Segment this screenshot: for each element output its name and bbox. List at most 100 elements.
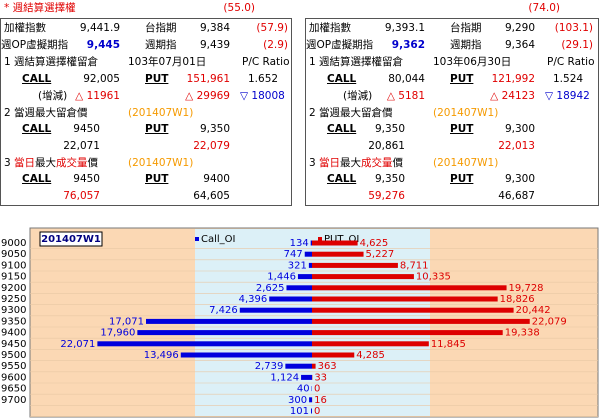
- fut-value: 9,290: [504, 22, 535, 34]
- fut-value: 9,384: [199, 22, 230, 34]
- bar: [180, 352, 312, 358]
- y-tick-label: 9100: [1, 260, 26, 271]
- s2-put-oi: 22,013: [498, 140, 535, 152]
- chg-label: (增減): [38, 90, 68, 102]
- s2-put-label: PUT: [145, 123, 169, 135]
- title-part: 價: [392, 157, 404, 169]
- put-chg: △ 24123: [490, 90, 535, 102]
- bar: [308, 262, 312, 268]
- s3-put-vol: 46,687: [498, 190, 535, 202]
- bar: [285, 363, 312, 369]
- s3-title: 3 當日最大成交量價: [4, 156, 98, 170]
- value-label: 7,426: [209, 305, 238, 316]
- bar: [301, 374, 312, 380]
- wk-value: 9,439: [199, 39, 230, 51]
- s3-call-vol: 59,276: [368, 190, 405, 202]
- s2-call-label: CALL: [327, 123, 357, 135]
- s3-put-label: PUT: [145, 173, 169, 185]
- s1-date: 103年06月30日: [433, 56, 512, 68]
- s3-title: 3 當日最大成交量價: [309, 156, 403, 170]
- vop-label: 週OP虛擬期指: [306, 39, 374, 51]
- title-part: 最大: [35, 157, 57, 169]
- page-title: * 週結算選擇權: [4, 2, 76, 14]
- value-label: 300: [288, 395, 307, 406]
- s2-call-label: CALL: [22, 123, 52, 135]
- value-label: 5,227: [366, 249, 395, 260]
- s2-call-oi: 20,861: [368, 140, 405, 152]
- wk-label: 週期指: [145, 39, 177, 51]
- wk-diff: (29.1): [561, 39, 593, 51]
- s3-put-label: PUT: [450, 173, 474, 185]
- title-part: 價: [87, 157, 99, 169]
- title-part: 3: [309, 157, 320, 169]
- chg-label: (增減): [343, 90, 373, 102]
- y-tick-label: 9700: [1, 395, 26, 406]
- bar: [312, 274, 414, 280]
- s3-call-strike: 9,350: [374, 173, 405, 185]
- value-label: 4,285: [356, 350, 385, 361]
- bar: [312, 352, 355, 358]
- call-chg: △ 11961: [75, 90, 120, 102]
- fut-diff: (57.9): [256, 22, 288, 34]
- value-label: 19,338: [505, 328, 540, 339]
- value-label: 19,728: [509, 283, 544, 294]
- pc-chg: ▽ 18942: [545, 90, 590, 102]
- legend-swatch: [318, 237, 322, 241]
- y-tick-label: 9050: [1, 249, 26, 260]
- bar: [312, 318, 530, 324]
- s2-call-strike: 9450: [73, 123, 100, 135]
- bar: [145, 318, 312, 324]
- value-label: 8,711: [400, 260, 429, 271]
- bar: [239, 307, 312, 313]
- value-label: 2,739: [255, 361, 284, 372]
- value-label: 4,396: [239, 294, 268, 305]
- s3-call-vol: 76,057: [63, 190, 100, 202]
- s1-date: 103年07月01日: [128, 56, 207, 68]
- value-label: 747: [284, 249, 303, 260]
- bar: [137, 330, 312, 336]
- s2-put-label: PUT: [450, 123, 474, 135]
- value-label: 2,625: [256, 283, 285, 294]
- panel-box: [0, 18, 292, 206]
- s3-put-strike: 9,300: [504, 173, 535, 185]
- index-value: 9,393.1: [384, 22, 425, 34]
- s3-week: (201407W1): [128, 157, 194, 169]
- y-tick-label: 9200: [1, 283, 26, 294]
- index-label: 加權指數: [309, 22, 351, 34]
- y-tick-label: 9650: [1, 384, 26, 395]
- s2-title: 2 當週最大留倉價: [309, 107, 393, 119]
- s2-put-oi: 22,079: [193, 140, 230, 152]
- value-label: 0: [314, 406, 320, 417]
- vop-value: 9,362: [391, 39, 425, 51]
- value-label: 11,845: [431, 339, 466, 350]
- y-tick-label: 9150: [1, 272, 26, 283]
- y-tick-label: 9500: [1, 350, 26, 361]
- s1-title: 1 週結算選擇權留倉: [4, 56, 99, 68]
- value-label: 18,826: [500, 294, 535, 305]
- vop-label: 週OP虛擬期指: [1, 39, 69, 51]
- call-oi: 92,005: [83, 73, 120, 85]
- value-label: 22,071: [60, 339, 95, 350]
- bar: [311, 408, 312, 414]
- value-label: 101: [290, 406, 309, 417]
- fut-label: 台指期: [450, 22, 482, 34]
- y-tick-label: 9600: [1, 372, 26, 383]
- value-label: 363: [318, 361, 337, 372]
- bar: [297, 274, 312, 280]
- y-tick-label: 9250: [1, 294, 26, 305]
- chart-title: 201407W1: [41, 234, 101, 245]
- title-part: 3: [4, 157, 15, 169]
- value-label: 10,335: [416, 272, 451, 283]
- title-part: 當日: [319, 157, 341, 169]
- s2-week: (201407W1): [128, 107, 194, 119]
- index-label: 加權指數: [4, 22, 46, 34]
- bar: [309, 397, 312, 403]
- pc-chg: ▽ 18008: [240, 90, 285, 102]
- call-chg: △ 5181: [386, 90, 425, 102]
- s3-put-vol: 64,605: [193, 190, 230, 202]
- put-oi: 121,992: [491, 73, 535, 85]
- bar: [312, 240, 358, 246]
- pc-ratio: 1.652: [248, 73, 279, 85]
- y-tick-label: 9000: [1, 238, 26, 249]
- value-label: 134: [290, 238, 309, 249]
